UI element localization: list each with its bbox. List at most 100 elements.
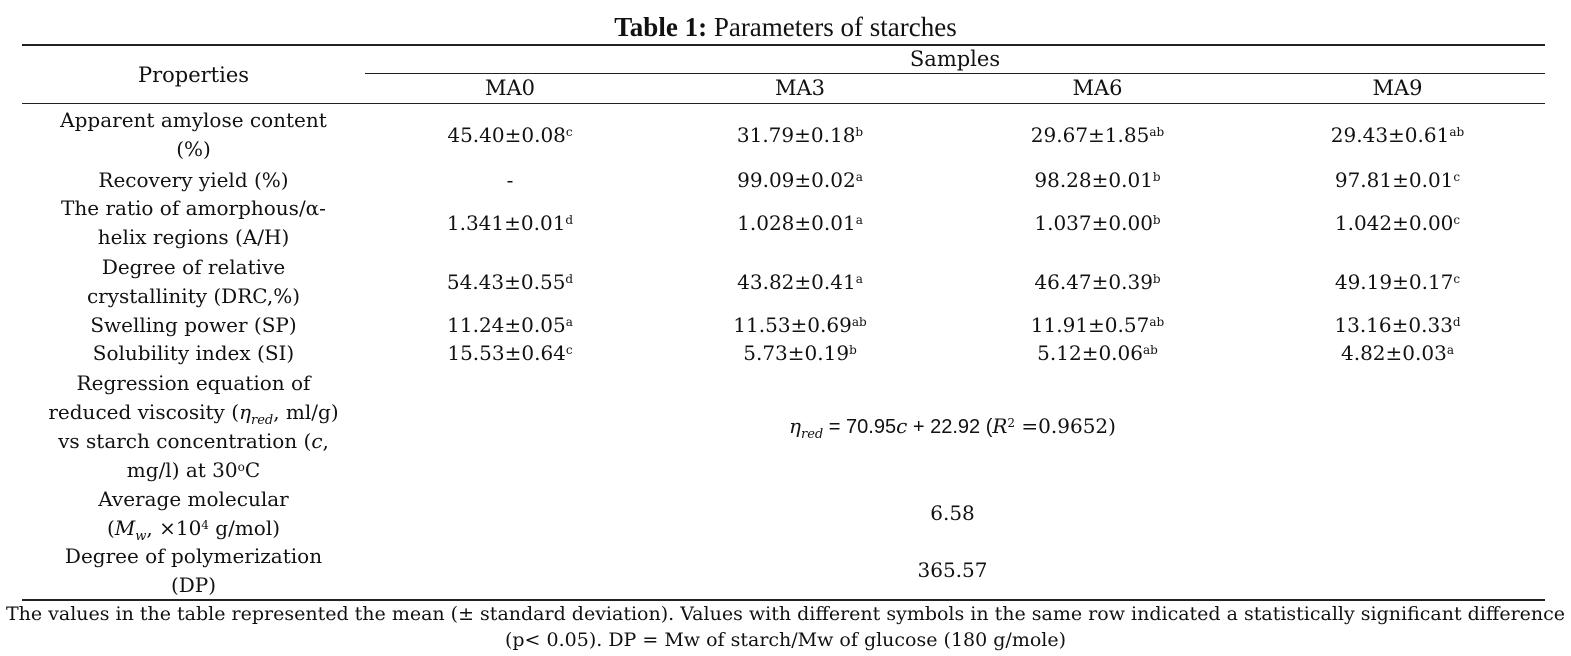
significance-superscript: ab: [1149, 124, 1165, 139]
table-cell: 1.042±0.00c: [1250, 209, 1545, 238]
cell-value: 99.09±0.02: [737, 168, 856, 192]
header-bottom-rule: [22, 103, 1545, 104]
significance-superscript: b: [855, 124, 864, 139]
table-cell: 97.81±0.01c: [1250, 166, 1545, 195]
mw-property-line-1: Average molecular: [98, 487, 289, 511]
regression-line-3: vs starch concentration (c,: [22, 427, 365, 456]
regression-text: ,: [322, 429, 329, 453]
cell-value: 1.341±0.01: [446, 210, 566, 235]
red-subscript: red: [250, 413, 274, 428]
table-cell: 1.341±0.01d: [365, 209, 655, 238]
cell-value: 11.24±0.05: [447, 313, 566, 337]
cell-value: 29.43±0.61: [1330, 122, 1450, 147]
eta-symbol: η: [789, 414, 802, 438]
significance-superscript: b: [849, 343, 857, 357]
cell-value: 97.81±0.01: [1334, 168, 1454, 192]
red-subscript: red: [801, 427, 824, 442]
property-label: The ratio of amorphous/α-: [61, 196, 326, 220]
significance-superscript: a: [565, 315, 573, 329]
mw-property-line-2: (Mw, ×104 g/mol): [22, 514, 365, 551]
regression-text: vs starch concentration (: [58, 429, 312, 453]
property-label: Recovery yield (%): [98, 168, 289, 192]
eta-symbol: η: [239, 400, 251, 424]
table-cell: 46.47±0.39b: [945, 268, 1250, 297]
table-cell: -: [365, 166, 655, 195]
table-cell: 11.53±0.69ab: [655, 311, 945, 340]
samples-rule: [365, 73, 1545, 74]
table-cell: 1.028±0.01a: [655, 209, 945, 238]
equation-text: = 70.95: [823, 416, 897, 438]
significance-superscript: ab: [1142, 343, 1158, 357]
table-cell: 45.40±0.08c: [365, 121, 655, 150]
column-header-ma9: MA9: [1372, 76, 1423, 100]
cell-value: 1.037±0.00: [1034, 210, 1153, 235]
regression-text: reduced viscosity (: [48, 400, 239, 424]
regression-text: , ml/g): [273, 400, 339, 424]
column-header-ma6: MA6: [1072, 76, 1123, 100]
significance-superscript: a: [855, 170, 863, 184]
w-subscript: w: [135, 529, 147, 544]
significance-superscript: a: [855, 271, 863, 286]
table-cell: 54.43±0.55d: [365, 268, 655, 297]
cell-value: 54.43±0.55: [446, 269, 566, 294]
table-cell: 31.79±0.18b: [655, 121, 945, 150]
cell-value: -: [506, 168, 514, 192]
significance-superscript: c: [565, 124, 573, 139]
cell-value: 1.042±0.00: [1334, 210, 1454, 235]
dp-value: 365.57: [917, 558, 988, 582]
cell-value: 13.16±0.33: [1334, 313, 1453, 337]
regression-text: Regression equation of: [76, 371, 311, 395]
cell-value: 11.53±0.69: [733, 313, 852, 337]
samples-header: Samples: [909, 47, 1001, 71]
property-label: Degree of relative: [101, 255, 286, 279]
significance-superscript: b: [1152, 170, 1161, 184]
table-cell: 4.82±0.03a: [1250, 339, 1545, 368]
m-symbol: M: [114, 516, 136, 540]
mw-text: g/mol): [208, 516, 281, 540]
property-label: Apparent amylose content: [60, 108, 327, 132]
regression-equation: ηred = 70.95c + 22.92 (R2 =0.9652): [655, 412, 1250, 449]
column-header-ma0: MA0: [484, 76, 536, 100]
c-symbol: c: [311, 429, 323, 453]
properties-header: Properties: [137, 63, 250, 87]
property-label: (%): [176, 137, 211, 161]
table-cell: 98.28±0.01b: [945, 166, 1250, 195]
cell-value: 29.67±1.85: [1030, 122, 1150, 147]
significance-superscript: a: [1446, 343, 1454, 357]
r-symbol: R: [992, 414, 1008, 438]
mw-value: 6.58: [930, 501, 975, 525]
significance-superscript: ab: [1449, 124, 1465, 139]
mw-text: (: [106, 516, 115, 540]
table-cell: 11.24±0.05a: [365, 311, 655, 340]
r-squared-superscript: 2: [1007, 416, 1016, 430]
table-cell: 11.91±0.57ab: [945, 311, 1250, 340]
cell-value: 31.79±0.18: [736, 122, 856, 147]
regression-text: C: [244, 458, 261, 482]
table-cell: 29.67±1.85ab: [945, 121, 1250, 150]
significance-superscript: ab: [851, 315, 867, 329]
property-label: Solubility index (SI): [92, 341, 295, 365]
table-cell: 15.53±0.64c: [365, 339, 655, 368]
cell-value: 15.53±0.64: [447, 341, 566, 365]
significance-superscript: d: [565, 212, 574, 227]
table-cell: 29.43±0.61ab: [1250, 121, 1545, 150]
table-cell: 1.037±0.00b: [945, 209, 1250, 238]
cell-value: 1.028±0.01: [737, 210, 856, 235]
property-label: Swelling power (SP): [90, 313, 297, 337]
cell-value: 49.19±0.17: [1334, 269, 1454, 294]
footnote-line-2: (p< 0.05). DP = Mw of starch/Mw of gluco…: [504, 629, 1067, 651]
significance-superscript: b: [1152, 271, 1161, 286]
property-label: crystallinity (DRC,%): [86, 284, 301, 308]
cell-value: 5.12±0.06: [1037, 341, 1143, 365]
dp-property-line-2: (DP): [170, 573, 217, 597]
cell-value: 98.28±0.01: [1034, 168, 1153, 192]
table-cell: 49.19±0.17c: [1250, 268, 1545, 297]
caption-label: Table 1:: [614, 12, 708, 42]
cell-value: 45.40±0.08: [447, 122, 566, 147]
significance-superscript: a: [855, 212, 863, 227]
equation-text: =0.9652): [1015, 414, 1116, 438]
significance-superscript: b: [1152, 212, 1161, 227]
table-cell: 99.09±0.02a: [655, 166, 945, 195]
cell-value: 11.91±0.57: [1030, 313, 1150, 337]
table-caption: Table 1: Parameters of starches: [0, 12, 1571, 42]
